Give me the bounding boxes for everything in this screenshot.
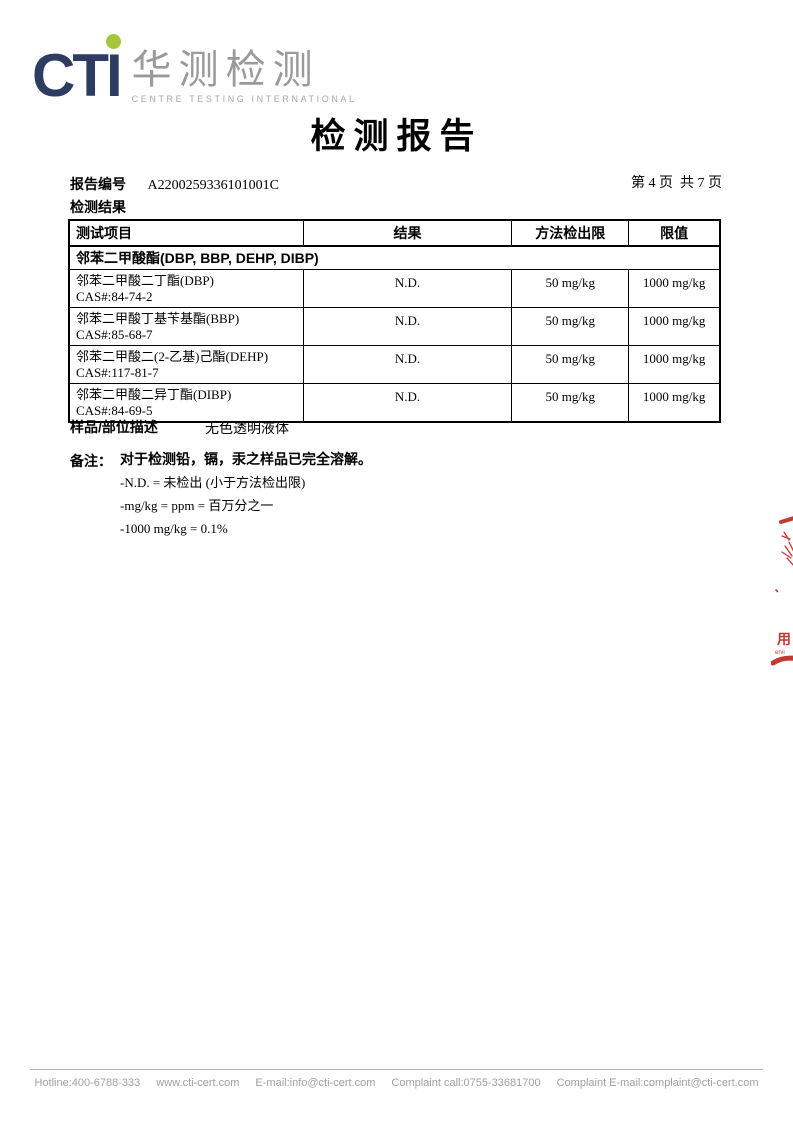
footer-complaint-call: Complaint call:0755-33681700 [391, 1077, 541, 1089]
logo-chinese-name: 华测检测 [131, 48, 320, 92]
test-item-cas: CAS#:85-68-7 [76, 327, 153, 342]
stamp-fragment-icon: 用 ervi [771, 516, 793, 666]
cti-logo-green-dot-icon [105, 34, 121, 49]
cell-test-item: 邻苯二甲酸二异丁酯(DIBP) CAS#:84-69-5 [68, 383, 304, 423]
column-header-limit: 限值 [628, 219, 721, 247]
cell-result: N.D. [302, 269, 513, 308]
test-item-cas: CAS#:117-81-7 [76, 365, 159, 380]
report-no-label: 报告编号 [70, 176, 126, 192]
column-header-result: 结果 [302, 219, 513, 247]
report-meta-row: 报告编号 A2200259336101001C 第 4 页 共 7 页 [70, 175, 722, 195]
table-row: 邻苯二甲酸二丁酯(DBP) CAS#:84-74-2 N.D. 50 mg/kg… [68, 269, 721, 308]
cti-logo: CTI 华测检测 CENTRE TESTING INTERNATIONAL [32, 28, 357, 106]
logo-subtitle: CENTRE TESTING INTERNATIONAL [131, 94, 357, 104]
column-header-test-item: 测试项目 [68, 219, 304, 247]
cell-test-item: 邻苯二甲酸二(2-乙基)己酯(DEHP) CAS#:117-81-7 [68, 345, 304, 384]
cti-logo-letters: CTI [32, 42, 123, 109]
cell-test-item: 邻苯二甲酸二丁酯(DBP) CAS#:84-74-2 [68, 269, 304, 308]
footer-divider [30, 1069, 763, 1070]
footer-website: www.cti-cert.com [156, 1077, 240, 1089]
test-item-name: 邻苯二甲酸二丁酯(DBP) [76, 273, 214, 288]
sample-description-value: 无色透明液体 [205, 422, 289, 437]
results-table: 测试项目 结果 方法检出限 限值 邻苯二甲酸酯(DBP, BBP, DEHP, … [68, 219, 721, 423]
sample-description-label: 样品/部位描述 [70, 419, 158, 435]
test-item-cas: CAS#:84-74-2 [76, 289, 153, 304]
remarks-label: 备注： [70, 453, 112, 469]
cell-mdl: 50 mg/kg [511, 307, 630, 346]
document-title: 检测报告 [310, 117, 483, 156]
cell-test-item: 邻苯二甲酸丁基苄基酯(BBP) CAS#:85-68-7 [68, 307, 304, 346]
cell-limit: 1000 mg/kg [628, 307, 721, 346]
footer: Hotline:400-6788-333 www.cti-cert.com E-… [0, 1077, 793, 1089]
cell-result: N.D. [302, 307, 513, 346]
test-item-name: 邻苯二甲酸二异丁酯(DIBP) [76, 387, 232, 402]
sample-description-row: 样品/部位描述 无色透明液体 [70, 417, 289, 437]
table-header-row: 测试项目 结果 方法检出限 限值 [68, 219, 721, 247]
remarks-note: -N.D. = 未检出 (小于方法检出限) [120, 475, 306, 490]
cell-limit: 1000 mg/kg [628, 383, 721, 423]
cell-mdl: 50 mg/kg [511, 383, 630, 423]
column-header-mdl: 方法检出限 [511, 219, 630, 247]
table-row: 邻苯二甲酸丁基苄基酯(BBP) CAS#:85-68-7 N.D. 50 mg/… [68, 307, 721, 346]
page-indicator: 第 4 页 共 7 页 [631, 176, 722, 191]
stamp-visible-latin: ervi [775, 650, 785, 656]
remarks-body: 对于检测铅，镉，汞之样品已完全溶解。 -N.D. = 未检出 (小于方法检出限)… [120, 451, 372, 537]
group-header-phthalates: 邻苯二甲酸酯(DBP, BBP, DEHP, DIBP) [68, 245, 721, 270]
remarks-block: 备注： 对于检测铅，镉，汞之样品已完全溶解。 -N.D. = 未检出 (小于方法… [70, 451, 372, 537]
cell-mdl: 50 mg/kg [511, 345, 630, 384]
cell-result: N.D. [302, 345, 513, 384]
footer-email: E-mail:info@cti-cert.com [255, 1077, 376, 1089]
report-no-value: A2200259336101001C [147, 178, 279, 193]
cell-limit: 1000 mg/kg [628, 269, 721, 308]
test-item-name: 邻苯二甲酸丁基苄基酯(BBP) [76, 311, 240, 326]
cell-limit: 1000 mg/kg [628, 345, 721, 384]
cell-result: N.D. [302, 383, 513, 423]
table-row: 邻苯二甲酸二异丁酯(DIBP) CAS#:84-69-5 N.D. 50 mg/… [68, 383, 721, 423]
cti-logo-mark: CTI [32, 28, 123, 106]
table-group-row: 邻苯二甲酸酯(DBP, BBP, DEHP, DIBP) [68, 245, 721, 270]
test-item-cas: CAS#:84-69-5 [76, 403, 153, 418]
cti-logo-wordmark: 华测检测 CENTRE TESTING INTERNATIONAL [132, 28, 357, 104]
partial-red-stamp: 用 ervi [771, 512, 793, 677]
cell-mdl: 50 mg/kg [511, 269, 630, 308]
footer-hotline: Hotline:400-6788-333 [34, 1077, 141, 1089]
remarks-note: -mg/kg = ppm = 百万分之一 [120, 498, 274, 513]
remarks-bold-note: 对于检测铅，镉，汞之样品已完全溶解。 [120, 451, 372, 467]
remarks-note: -1000 mg/kg = 0.1% [120, 521, 228, 536]
table-row: 邻苯二甲酸二(2-乙基)己酯(DEHP) CAS#:117-81-7 N.D. … [68, 345, 721, 384]
test-item-name: 邻苯二甲酸二(2-乙基)己酯(DEHP) [76, 349, 269, 364]
stamp-visible-char: 用 [777, 631, 791, 647]
footer-complaint-email: Complaint E-mail:complaint@cti-cert.com [556, 1077, 759, 1089]
section-title-test-results: 检测结果 [70, 199, 126, 215]
